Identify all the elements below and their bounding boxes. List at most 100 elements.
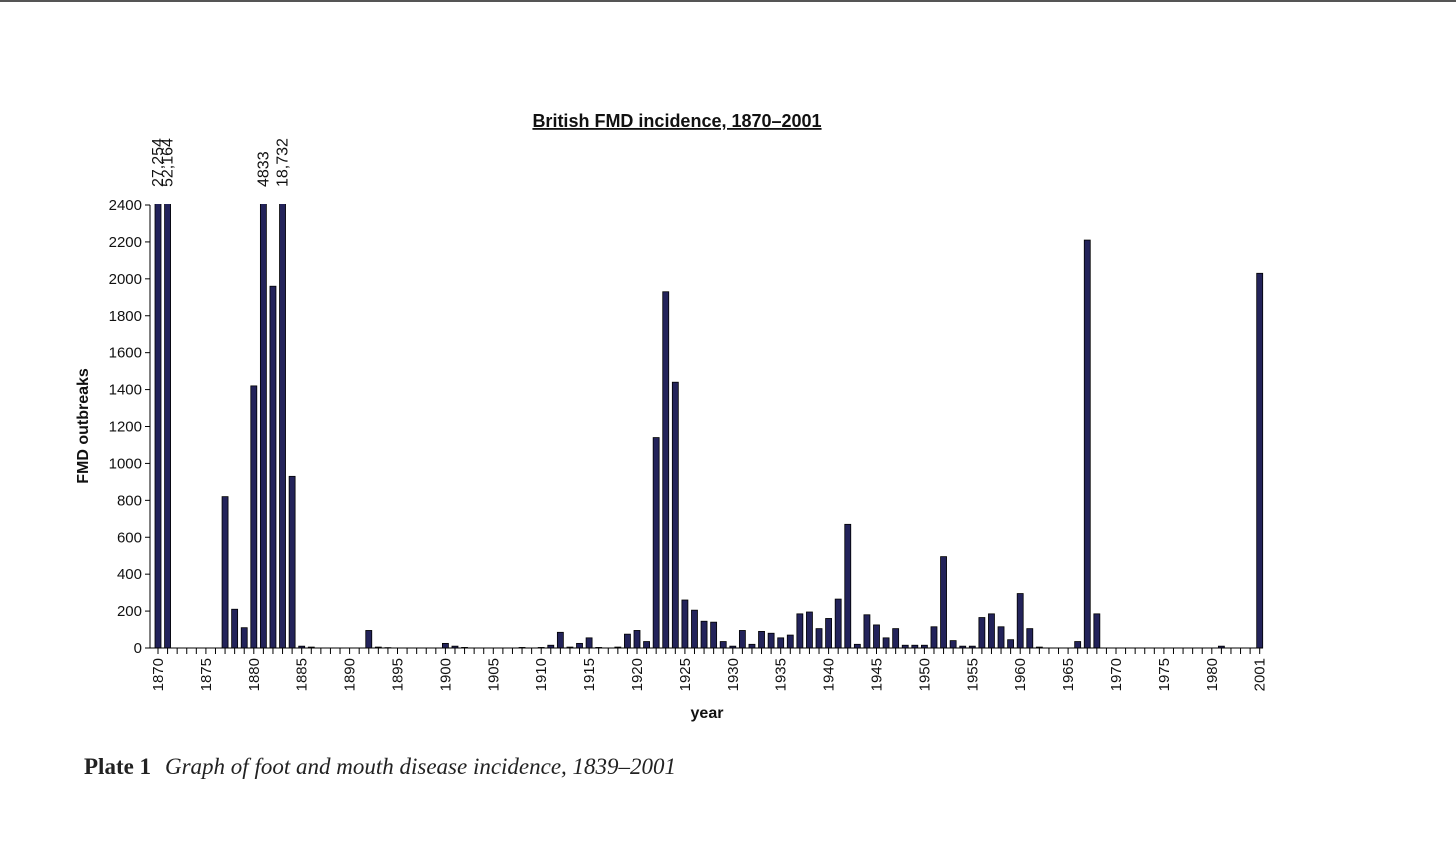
bar	[585, 637, 593, 649]
x-tick-label: 1905	[485, 658, 502, 691]
bar	[556, 631, 564, 649]
bar	[1074, 641, 1082, 649]
y-tick-label: 1600	[109, 345, 142, 362]
y-tick-label: 2200	[109, 234, 142, 251]
bar	[164, 204, 171, 649]
bar	[624, 633, 631, 649]
bar	[834, 598, 842, 649]
x-tick-label: 1890	[342, 658, 359, 691]
bar	[1007, 639, 1015, 649]
x-tick-label: 1895	[390, 658, 407, 691]
bar	[365, 630, 373, 649]
bar	[1093, 613, 1101, 649]
bar	[710, 621, 718, 649]
x-tick-label: 1915	[581, 658, 598, 691]
x-tick-label: 1870	[150, 658, 167, 691]
bar	[652, 437, 660, 649]
y-tick-label: 1200	[109, 419, 142, 436]
bar	[873, 624, 880, 649]
bar	[269, 285, 277, 649]
bars	[154, 204, 1264, 649]
y-tick-label: 1000	[109, 455, 142, 472]
x-tick-label: 1975	[1156, 658, 1173, 691]
y-tick-label: 0	[134, 640, 142, 657]
bar	[796, 613, 804, 649]
x-tick-label: 1955	[964, 658, 981, 691]
chart-title: British FMD incidence, 1870–2001	[532, 111, 821, 131]
bar	[288, 475, 296, 649]
bar	[786, 634, 794, 649]
bar	[988, 613, 995, 649]
bar	[997, 626, 1005, 649]
bar	[863, 614, 871, 649]
bar	[758, 630, 765, 649]
bar	[633, 630, 641, 649]
x-tick-label: 1980	[1204, 658, 1221, 691]
caption-text: Graph of foot and mouth disease incidenc…	[165, 754, 676, 779]
x-tick-label: 1900	[437, 658, 454, 691]
value-label: 27,254	[150, 138, 167, 187]
bar	[1016, 593, 1024, 649]
bar	[738, 630, 746, 649]
bar	[231, 608, 239, 649]
bar	[767, 632, 775, 649]
bar	[576, 642, 583, 649]
bar	[844, 523, 852, 649]
bar	[643, 641, 650, 649]
bar	[978, 617, 986, 649]
bar	[671, 381, 679, 649]
bar	[815, 628, 823, 649]
bar	[892, 628, 900, 649]
caption-label: Plate 1	[84, 754, 151, 779]
y-tick-label: 1400	[109, 382, 142, 399]
bar	[681, 599, 689, 649]
bar	[154, 204, 162, 649]
value-label: 18,732	[275, 138, 292, 187]
bar	[700, 620, 708, 649]
x-tick-label: 1970	[1108, 658, 1125, 691]
bar	[825, 618, 832, 649]
x-tick-label: 1935	[773, 658, 790, 691]
value-label: 4833	[255, 151, 272, 187]
bar	[949, 640, 957, 649]
y-tick-label: 200	[117, 603, 142, 620]
x-tick-label: 1940	[821, 658, 838, 691]
y-tick-label: 600	[117, 529, 142, 546]
y-tick-label: 800	[117, 492, 142, 509]
bar	[930, 626, 938, 649]
x-tick-label: 1925	[677, 658, 694, 691]
bar	[279, 204, 286, 649]
bar	[441, 642, 449, 649]
value-label: 52,164	[160, 138, 177, 187]
bar	[853, 643, 861, 649]
y-tick-label: 2000	[109, 271, 142, 288]
x-tick-label: 1920	[629, 658, 646, 691]
y-tick-label: 400	[117, 566, 142, 583]
x-axis-label: year	[691, 705, 724, 722]
x-tick-label: 2001	[1252, 658, 1269, 691]
bar	[1026, 628, 1034, 649]
bar	[221, 496, 229, 649]
bar	[777, 637, 785, 649]
bar	[940, 556, 947, 649]
x-tick-label: 1880	[246, 658, 263, 691]
bar	[250, 385, 258, 649]
x-tick-label: 1965	[1060, 658, 1077, 691]
x-tick-label: 1910	[533, 658, 550, 691]
bar	[806, 611, 813, 649]
y-tick-label: 2400	[109, 197, 142, 214]
bar	[240, 627, 248, 649]
bar	[882, 637, 890, 649]
bar	[691, 609, 698, 649]
y-axis-label: FMD outbreaks	[75, 368, 92, 484]
bar	[1256, 272, 1264, 649]
x-tick-label: 1875	[198, 658, 215, 691]
bar	[259, 204, 267, 649]
y-tick-label: 1800	[109, 308, 142, 325]
x-tick-label: 1930	[725, 658, 742, 691]
bar	[1083, 239, 1091, 649]
x-tick-label: 1885	[294, 658, 311, 691]
x-tick-label: 1960	[1012, 658, 1029, 691]
